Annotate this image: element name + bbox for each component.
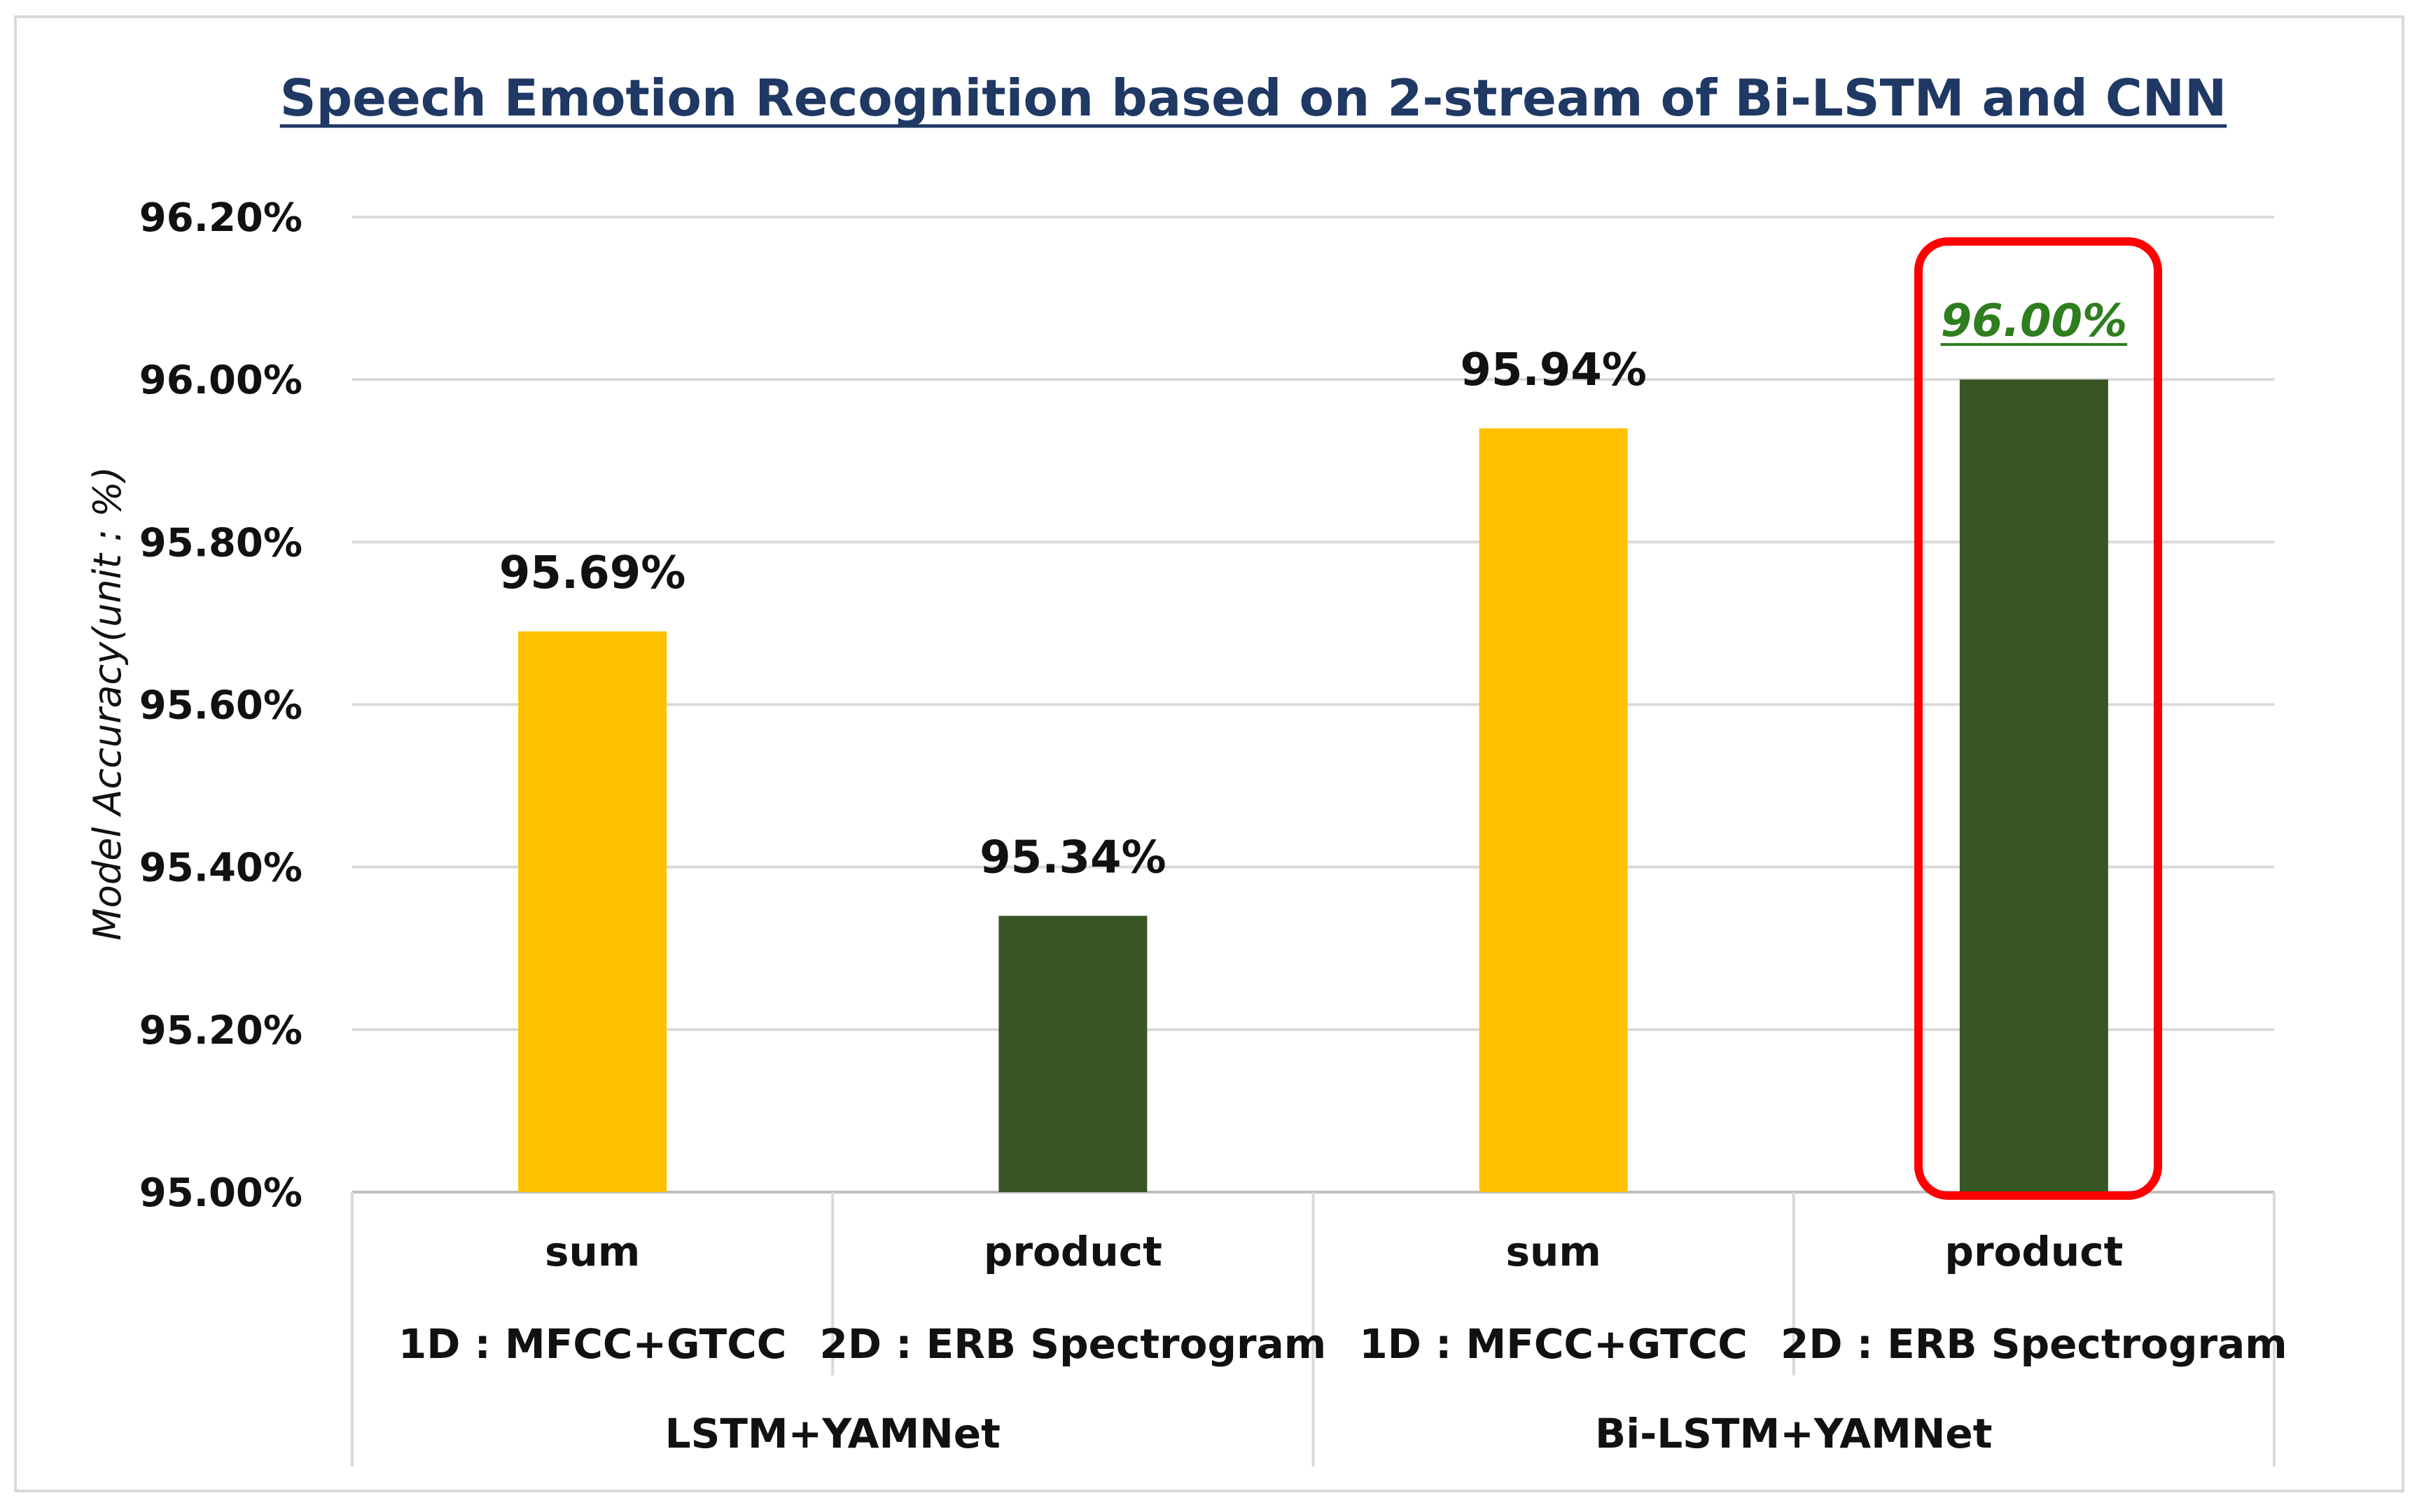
category-feature-label: 2D : ERB Spectrogram	[1781, 1320, 2287, 1368]
y-axis-ticks: 95.00% 95.20% 95.40% 95.60% 95.80% 96.00% 96.2…	[139, 195, 302, 1216]
category-feature-label: 1D : MFCC+GTCC	[398, 1320, 786, 1368]
bar-3	[1479, 428, 1628, 1192]
bars	[518, 379, 2108, 1192]
category-fusion-label: sum	[1506, 1228, 1601, 1275]
bar-2	[998, 916, 1148, 1192]
category-fusion-label: sum	[545, 1228, 640, 1275]
category-feature-label: 1D : MFCC+GTCC	[1359, 1320, 1747, 1368]
bar-1	[518, 631, 667, 1192]
y-tick-label: 95.80%	[139, 520, 302, 566]
y-tick-label: 95.00%	[139, 1170, 302, 1216]
chart-frame	[14, 15, 2404, 1492]
chart-title: Speech Emotion Recognition based on 2-st…	[280, 69, 2227, 127]
y-axis-label: Model Accuracy(unit : %)	[85, 466, 130, 940]
bar-4	[1959, 379, 2108, 1192]
category-fusion-label: product	[984, 1228, 1162, 1275]
data-label-3: 95.94%	[1460, 344, 1647, 396]
data-label-2: 95.34%	[980, 832, 1166, 883]
y-tick-label: 95.40%	[139, 846, 302, 891]
data-labels: 95.69% 95.34% 95.94% 96.00%	[499, 237, 2162, 1200]
data-label-1: 95.69%	[499, 547, 686, 599]
group-label: LSTM+YAMNet	[665, 1410, 1001, 1457]
y-tick-label: 96.20%	[139, 195, 302, 241]
y-tick-label: 95.20%	[139, 1008, 302, 1054]
data-label-4: 96.00%	[1941, 295, 2128, 347]
highlight-box	[1914, 237, 2162, 1200]
x-axis: sum 1D : MFCC+GTCC product 2D : ERB Spectro…	[351, 1192, 2287, 1466]
category-feature-label: 2D : ERB Spectrogram	[820, 1320, 1327, 1368]
group-label: Bi-LSTM+YAMNet	[1595, 1410, 1992, 1457]
y-tick-label: 96.00%	[139, 358, 302, 403]
category-fusion-label: product	[1944, 1228, 2123, 1275]
y-tick-label: 95.60%	[139, 683, 302, 729]
